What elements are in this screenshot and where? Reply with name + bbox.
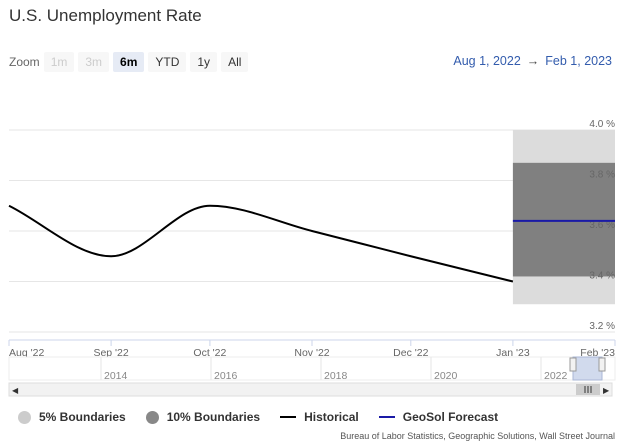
legend-item-geosol-forecast[interactable]: GeoSol Forecast bbox=[378, 410, 499, 424]
range-arrow: → bbox=[526, 54, 540, 68]
x-tick-label: Oct '22 bbox=[193, 347, 226, 359]
x-tick-label: Aug '22 bbox=[9, 347, 44, 359]
zoom-button-ytd[interactable]: YTD bbox=[148, 52, 187, 72]
range-to-input[interactable]: Feb 1, 2023 bbox=[545, 54, 612, 68]
navigator-year-label: 2020 bbox=[434, 370, 458, 382]
navigator-year-label: 2018 bbox=[324, 370, 348, 382]
y-tick-label: 3.8 % bbox=[589, 170, 615, 181]
y-tick-label: 3.4 % bbox=[589, 271, 615, 282]
y-tick-label: 3.2 % bbox=[589, 321, 615, 332]
navigator-year-label: 2022 bbox=[544, 370, 568, 382]
credits[interactable]: Bureau of Labor Statistics, Geographic S… bbox=[340, 431, 615, 441]
scrollbar-track[interactable] bbox=[8, 382, 613, 397]
x-tick-label: Nov '22 bbox=[294, 347, 329, 359]
x-tick-label: Jan '23 bbox=[496, 347, 530, 359]
legend-item-10-boundaries[interactable]: 10% Boundaries bbox=[145, 410, 261, 424]
navigator-handle-left[interactable] bbox=[569, 357, 577, 372]
series-line-historical bbox=[8, 204, 514, 283]
x-tick-label: Dec '22 bbox=[393, 347, 428, 359]
zoom-button-3m: 3m bbox=[78, 52, 110, 72]
navigator-area bbox=[8, 356, 616, 381]
legend-label: GeoSol Forecast bbox=[402, 410, 499, 424]
chart-title: U.S. Unemployment Rate bbox=[9, 6, 202, 25]
x-tick-label: Feb '23 bbox=[580, 347, 615, 359]
zoom-button-all[interactable]: All bbox=[221, 52, 249, 72]
legend-swatch bbox=[378, 416, 395, 418]
legend: 5% Boundaries 10% Boundaries Historical Geo… bbox=[18, 410, 518, 424]
navigator-year-label: 2016 bbox=[214, 370, 238, 382]
zoom-button-6m[interactable]: 6m bbox=[113, 52, 145, 72]
legend-item-5-boundaries[interactable]: 5% Boundaries bbox=[18, 410, 126, 424]
y-tick-label: 3.6 % bbox=[589, 220, 615, 231]
legend-swatch bbox=[18, 410, 31, 424]
scroll-left-icon[interactable]: ◀ bbox=[12, 386, 19, 395]
navigator-year-label: 2014 bbox=[104, 370, 128, 382]
y-tick-label: 4.0 % bbox=[589, 119, 615, 130]
scroll-right-icon[interactable]: ▶ bbox=[603, 386, 610, 395]
zoom-controls: Zoom 1m 3m 6m YTD 1y All bbox=[9, 52, 252, 72]
legend-label: Historical bbox=[304, 410, 359, 424]
zoom-button-1m: 1m bbox=[43, 52, 75, 72]
zoom-button-1y[interactable]: 1y bbox=[190, 52, 218, 72]
legend-item-historical[interactable]: Historical bbox=[280, 410, 359, 424]
date-range-display: Aug 1, 2022 → Feb 1, 2023 bbox=[453, 54, 612, 68]
band-10-boundaries bbox=[512, 162, 615, 277]
legend-label: 5% Boundaries bbox=[39, 410, 126, 424]
navigator-handle-right[interactable] bbox=[598, 357, 606, 372]
legend-swatch bbox=[280, 416, 297, 418]
x-tick-label: Sep '22 bbox=[93, 347, 128, 359]
zoom-label: Zoom bbox=[9, 55, 40, 69]
range-from-input[interactable]: Aug 1, 2022 bbox=[453, 54, 521, 68]
legend-label: 10% Boundaries bbox=[166, 410, 261, 424]
legend-swatch bbox=[145, 410, 159, 424]
navigator-selection[interactable] bbox=[572, 356, 603, 381]
